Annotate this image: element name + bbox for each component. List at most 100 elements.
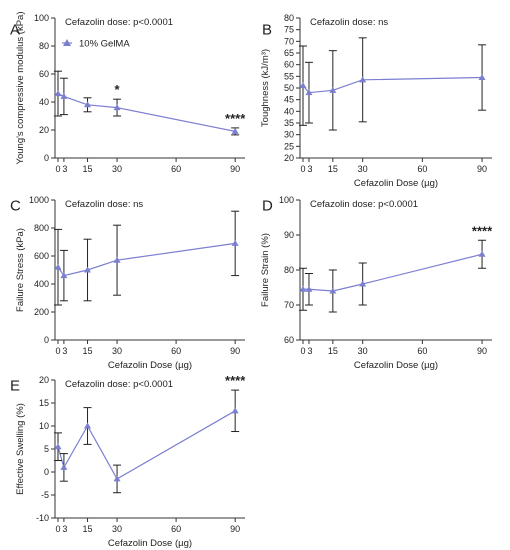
y-tick-label: 40 [39,97,49,107]
y-tick-label: 60 [39,69,49,79]
series-line [57,242,236,277]
data-point [359,76,367,83]
y-tick-label: 60 [284,60,294,70]
x-tick-label: 90 [230,164,240,174]
y-tick-label: 100 [279,195,294,205]
data-point [329,287,337,294]
y-tick-label: 20 [284,153,294,163]
x-tick-label: 30 [112,524,122,534]
significance-annotation: Cefazolin dose: p<0.0001 [310,199,418,210]
panel-label: B [262,21,272,38]
panel-label: A [10,21,20,38]
y-tick-label: 1000 [29,195,49,205]
significance-stars: **** [225,111,246,126]
x-tick-label: 3 [307,164,312,174]
data-point [231,127,239,134]
data-point [299,82,307,89]
x-tick-label: 3 [62,524,67,534]
data-point [60,272,68,279]
data-point [478,250,486,257]
x-tick-label: 0 [55,524,60,534]
y-tick-label: 30 [284,130,294,140]
data-point [305,285,313,292]
y-tick-label: 80 [284,265,294,275]
panel-label: E [10,377,20,394]
y-tick-label: 200 [34,307,49,317]
x-tick-label: 30 [358,346,368,356]
data-point [359,280,367,287]
series-line [57,93,236,132]
x-tick-label: 90 [477,164,487,174]
data-point [54,263,62,270]
x-tick-label: 30 [112,164,122,174]
x-tick-label: 90 [230,346,240,356]
y-tick-label: 35 [284,118,294,128]
x-tick-label: 60 [417,346,427,356]
y-axis-label: Young's compressive modulus (kPa) [15,11,26,164]
x-axis-label: Cefazolin Dose (µg) [354,360,438,371]
y-tick-label: 600 [34,251,49,261]
y-tick-label: 0 [44,335,49,345]
x-tick-label: 90 [230,524,240,534]
x-tick-label: 90 [477,346,487,356]
significance-annotation: Cefazolin dose: p<0.0001 [65,17,173,28]
y-tick-label: 55 [284,71,294,81]
data-point [113,256,121,263]
y-tick-label: 20 [39,375,49,385]
x-tick-label: 30 [112,346,122,356]
data-point [84,101,92,108]
x-tick-label: 15 [83,346,93,356]
data-point [231,407,239,414]
y-tick-label: 10 [39,421,49,431]
significance-annotation: Cefazolin dose: ns [65,199,143,210]
series-line [302,76,483,94]
x-tick-label: 15 [328,346,338,356]
y-tick-label: 50 [284,83,294,93]
x-tick-label: 60 [417,164,427,174]
y-tick-label: 0 [44,467,49,477]
x-tick-label: 60 [171,346,181,356]
x-tick-label: 0 [55,346,60,356]
y-tick-label: 60 [284,335,294,345]
data-point [60,92,68,99]
y-tick-label: 0 [44,153,49,163]
data-point [113,104,121,111]
legend-marker [63,39,71,46]
y-tick-label: 70 [284,300,294,310]
significance-annotation: Cefazolin dose: p<0.0001 [65,379,173,390]
x-tick-label: 30 [358,164,368,174]
data-point [84,266,92,273]
data-point [113,475,121,482]
y-tick-label: 40 [284,106,294,116]
y-axis-label: Toughness (kJ/m³) [260,49,271,127]
data-point [60,463,68,470]
x-tick-label: 3 [62,346,67,356]
data-point [299,285,307,292]
significance-stars: * [115,82,121,97]
y-tick-label: 20 [39,125,49,135]
data-point [329,86,337,93]
data-point [231,239,239,246]
y-tick-label: 80 [284,13,294,23]
x-tick-label: 0 [55,164,60,174]
legend-label: 10% GelMA [79,39,130,50]
data-point [84,422,92,429]
data-point [54,443,62,450]
significance-annotation: Cefazolin dose: ns [310,17,388,28]
x-tick-label: 60 [171,164,181,174]
y-tick-label: 100 [34,13,49,23]
y-tick-label: 80 [39,41,49,51]
x-tick-label: 3 [307,346,312,356]
significance-stars: **** [472,223,493,238]
y-tick-label: -5 [41,490,49,500]
x-tick-label: 15 [83,524,93,534]
panel-label: D [262,197,273,214]
x-tick-label: 15 [83,164,93,174]
panel-label: C [10,197,21,214]
x-tick-label: 60 [171,524,181,534]
